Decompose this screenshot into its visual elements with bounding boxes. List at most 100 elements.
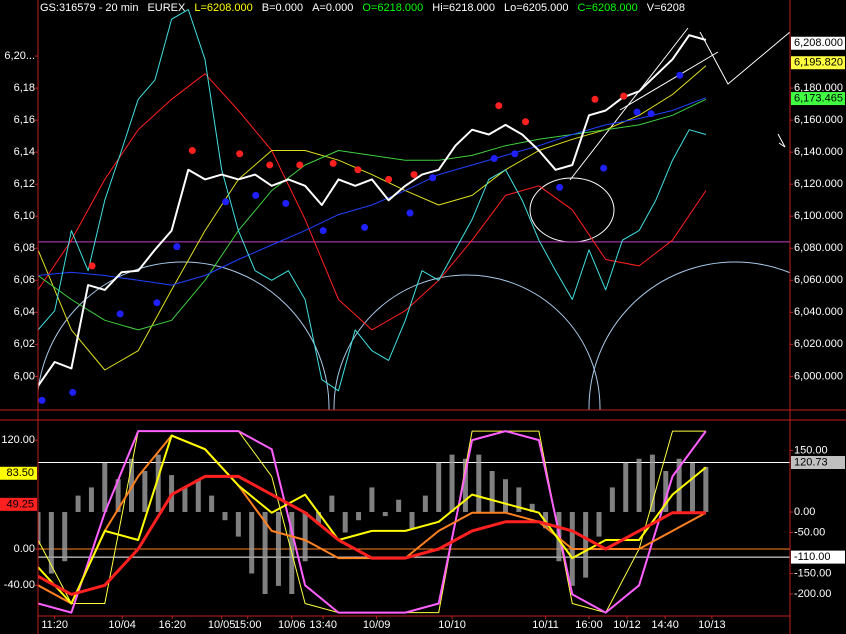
series-line <box>38 98 707 331</box>
series-line <box>38 434 707 605</box>
y-tick-label: 6,000.000 <box>794 370 843 382</box>
signal-dot <box>88 262 96 270</box>
signal-dot <box>296 161 304 169</box>
header-field: Hi=6218.000 <box>432 2 495 14</box>
y-tick-label: 6,160.000 <box>794 114 843 126</box>
signal-dot <box>647 110 655 118</box>
x-tick-label: 10/05 <box>208 619 236 631</box>
header-field: Lo=6205.000 <box>503 2 569 14</box>
y-tick-label: 6,00 <box>14 370 35 382</box>
series-line <box>38 97 707 286</box>
y-tick-label: 6,040.000 <box>794 306 843 318</box>
trend-line <box>569 27 689 181</box>
signal-dot <box>429 174 437 182</box>
header: GS:316579 - 20 min EUREX L=6208.000 B=0.000… <box>40 2 685 14</box>
price-marker <box>791 56 845 70</box>
x-tick-label: 16:20 <box>158 619 186 631</box>
y-tick-label: -50.00 <box>794 526 825 538</box>
price-marker <box>791 550 845 564</box>
price-marker-label: -110.00 <box>794 551 831 563</box>
y-tick-label: 6,080.000 <box>794 242 843 254</box>
header-field: GS:316579 - 20 min <box>40 2 139 14</box>
header-field: V=6208 <box>646 2 685 14</box>
signal-dot <box>385 175 393 183</box>
signal-dot <box>38 396 46 404</box>
price-marker <box>791 36 845 50</box>
header-field: L=6208.000 <box>194 2 253 14</box>
x-tick-label: 15:00 <box>234 619 262 631</box>
signal-dot <box>266 161 274 169</box>
x-tick-label: 11:20 <box>41 619 68 631</box>
signal-dot <box>406 209 414 217</box>
signal-dot <box>236 150 244 158</box>
y-tick-label: -200.00 <box>794 588 831 600</box>
y-tick-label: 6,020.000 <box>794 338 843 350</box>
plot-area <box>38 430 790 614</box>
y-tick-label: 6,20... <box>4 50 35 62</box>
signal-dot <box>188 147 196 155</box>
price-marker <box>0 466 37 480</box>
plot-area <box>38 9 790 404</box>
y-tick-label: 6,02 <box>14 338 35 350</box>
x-tick-label: 10/04 <box>108 619 136 631</box>
y-tick-label: 6,08 <box>14 242 35 254</box>
x-tick-label: 10/13 <box>698 619 726 631</box>
signal-dot <box>329 159 337 167</box>
signal-dot <box>600 164 608 172</box>
y-tick-label: 120.00 <box>1 434 35 446</box>
arc <box>588 261 790 410</box>
signal-dot <box>495 102 503 110</box>
series-line <box>38 430 706 614</box>
price-marker-label: 6,173.465 <box>794 92 843 104</box>
series-line <box>38 9 707 392</box>
price-marker-label: 83.50 <box>6 467 34 479</box>
signal-dot <box>490 155 498 163</box>
signal-dot <box>511 150 519 158</box>
signal-dot <box>69 388 77 396</box>
signal-dot <box>620 92 628 100</box>
trend-arrow <box>777 133 786 148</box>
y-tick-label: 6,18 <box>14 82 35 94</box>
price-panel: 6,180.000 6,160.000 6,140.000 6,120.000 6,10… <box>4 9 845 404</box>
price-marker-label: 49.25 <box>6 498 34 510</box>
y-tick-label: 6,10 <box>14 210 35 222</box>
y-tick-label: 0.00 <box>794 506 815 518</box>
x-tick-label: 10/12 <box>613 619 641 631</box>
signal-dot <box>410 171 418 179</box>
y-tick-label: -40.00 <box>4 579 35 591</box>
price-marker <box>0 497 37 511</box>
series-line <box>38 434 707 605</box>
signal-dot <box>633 108 641 116</box>
signal-dot <box>116 310 124 318</box>
y-tick-label: -150.00 <box>794 567 831 579</box>
y-tick-label: 150.00 <box>794 444 828 456</box>
header-field: C=6208.000 <box>577 2 638 14</box>
header-field: EUREX <box>147 2 186 14</box>
series-line <box>38 430 707 614</box>
decorations <box>38 27 790 410</box>
series-line <box>38 73 707 331</box>
series-line <box>38 65 707 371</box>
price-marker-label: 120.73 <box>794 456 828 468</box>
x-tick-label: 14:40 <box>651 619 679 631</box>
signal-dot <box>252 191 260 199</box>
oscillator-panel: 120.00 0.00 -40.00 150.00 0.00 -50.00 -150.00 -… <box>0 430 845 631</box>
y-tick-label: 0.00 <box>14 543 35 555</box>
arc <box>333 274 601 410</box>
header-field: A=0.000 <box>312 2 354 14</box>
x-tick-label: 13:40 <box>309 619 337 631</box>
signal-dot <box>222 198 230 206</box>
y-tick-label: 6,180.000 <box>794 82 843 94</box>
signal-dot <box>173 243 181 251</box>
price-marker-label: 6,208.000 <box>794 37 843 49</box>
series-line <box>38 474 706 596</box>
y-tick-label: 6,12 <box>14 178 35 190</box>
series-line <box>38 34 707 387</box>
y-tick-label: 6,140.000 <box>794 146 843 158</box>
y-tick-label: 6,04 <box>14 306 35 318</box>
header-field: B=0.000 <box>261 2 304 14</box>
signal-dot <box>319 227 327 235</box>
y-tick-label: 6,14 <box>14 146 35 158</box>
